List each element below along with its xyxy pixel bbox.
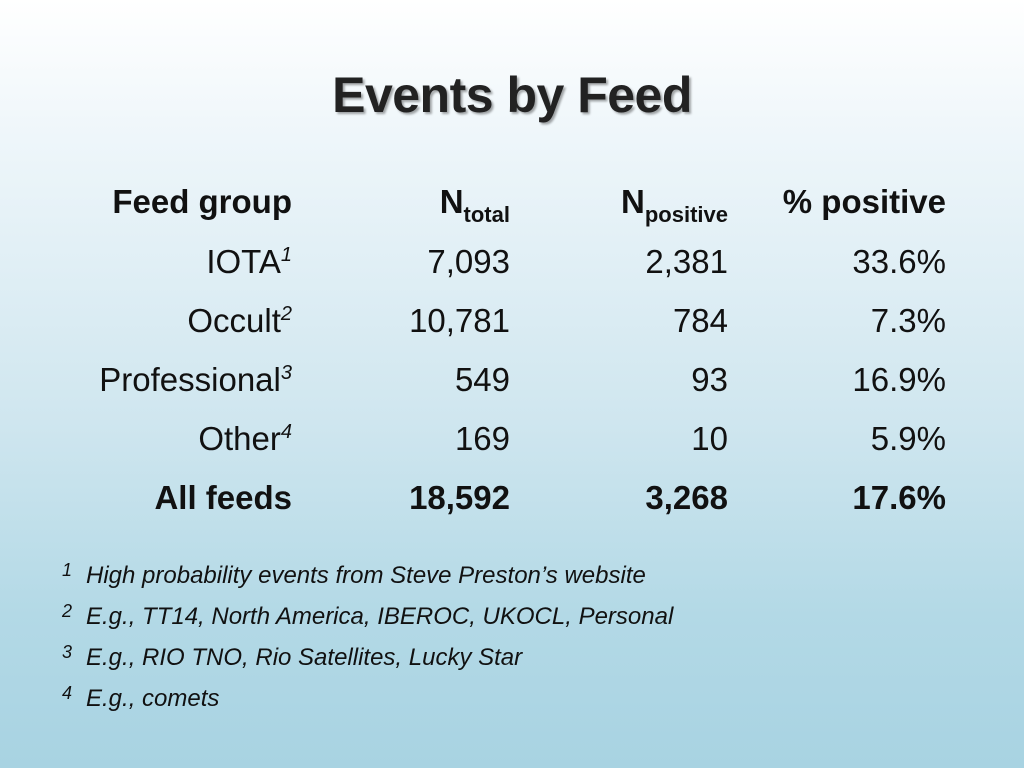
row-other-n-total: 169 bbox=[454, 420, 510, 457]
header-n-positive: Npositive bbox=[621, 182, 728, 226]
row-other-n-positive: 10 bbox=[691, 420, 728, 457]
row-iota-n-positive: 2,381 bbox=[645, 243, 728, 280]
row-iota-group: IOTA1 bbox=[206, 242, 292, 282]
header-n-total-main: N bbox=[439, 183, 464, 220]
row-other-group: Other4 bbox=[198, 419, 292, 459]
footnote-number: 1 bbox=[62, 560, 73, 580]
header-n-positive-sub: positive bbox=[644, 202, 728, 227]
header-pct-positive: % positive bbox=[782, 183, 946, 220]
row-occult-n-total: 10,781 bbox=[409, 302, 510, 339]
row-iota-n-total: 7,093 bbox=[427, 243, 510, 280]
row-professional-n-total: 549 bbox=[454, 361, 510, 398]
row-other-pct: 5.9% bbox=[870, 420, 946, 457]
row-occult-pct: 7.3% bbox=[870, 302, 946, 339]
header-feed-group: Feed group bbox=[112, 183, 292, 220]
events-table: Feed group Ntotal Npositive % positive I… bbox=[99, 182, 946, 516]
footnote-3: 3 E.g., RIO TNO, Rio Satellites, Lucky S… bbox=[62, 642, 962, 683]
footnote-1: 1 High probability events from Steve Pre… bbox=[62, 560, 962, 601]
footnote-number: 4 bbox=[62, 683, 73, 703]
group-label: IOTA bbox=[206, 243, 281, 280]
row-professional-pct: 16.9% bbox=[852, 361, 946, 398]
footnote-text: E.g., TT14, North America, IBEROC, UKOCL… bbox=[86, 603, 674, 630]
header-n-total-sub: total bbox=[463, 202, 510, 227]
footnote-number: 2 bbox=[62, 601, 73, 621]
row-occult-group: Occult2 bbox=[187, 301, 292, 341]
footnote-text: High probability events from Steve Prest… bbox=[86, 562, 646, 589]
footnote-marker: 4 bbox=[280, 421, 292, 443]
row-all-feeds-n-positive: 3,268 bbox=[645, 479, 728, 516]
header-n-total: Ntotal bbox=[439, 182, 510, 226]
slide-title: Events by Feed bbox=[332, 67, 692, 123]
footnote-text: E.g., RIO TNO, Rio Satellites, Lucky Sta… bbox=[86, 644, 523, 671]
row-all-feeds-n-total: 18,592 bbox=[409, 479, 510, 516]
footnote-marker: 3 bbox=[280, 362, 292, 384]
group-label: Other bbox=[198, 420, 281, 457]
footnote-marker: 1 bbox=[280, 244, 292, 266]
row-occult-n-positive: 784 bbox=[672, 302, 728, 339]
footnote-text: E.g., comets bbox=[86, 685, 220, 712]
header-n-positive-main: N bbox=[621, 183, 645, 220]
row-iota-pct: 33.6% bbox=[852, 243, 946, 280]
footnotes: 1 High probability events from Steve Pre… bbox=[62, 560, 962, 724]
row-all-feeds-pct: 17.6% bbox=[852, 479, 946, 516]
footnote-2: 2 E.g., TT14, North America, IBEROC, UKO… bbox=[62, 601, 962, 642]
footnote-4: 4 E.g., comets bbox=[62, 683, 962, 724]
row-professional-n-positive: 93 bbox=[691, 361, 728, 398]
footnote-marker: 2 bbox=[280, 303, 292, 325]
row-professional-group: Professional3 bbox=[99, 360, 292, 400]
group-label: Professional bbox=[99, 361, 281, 398]
row-all-feeds-group: All feeds bbox=[154, 479, 292, 516]
footnote-number: 3 bbox=[62, 642, 73, 662]
group-label: Occult bbox=[187, 302, 281, 339]
